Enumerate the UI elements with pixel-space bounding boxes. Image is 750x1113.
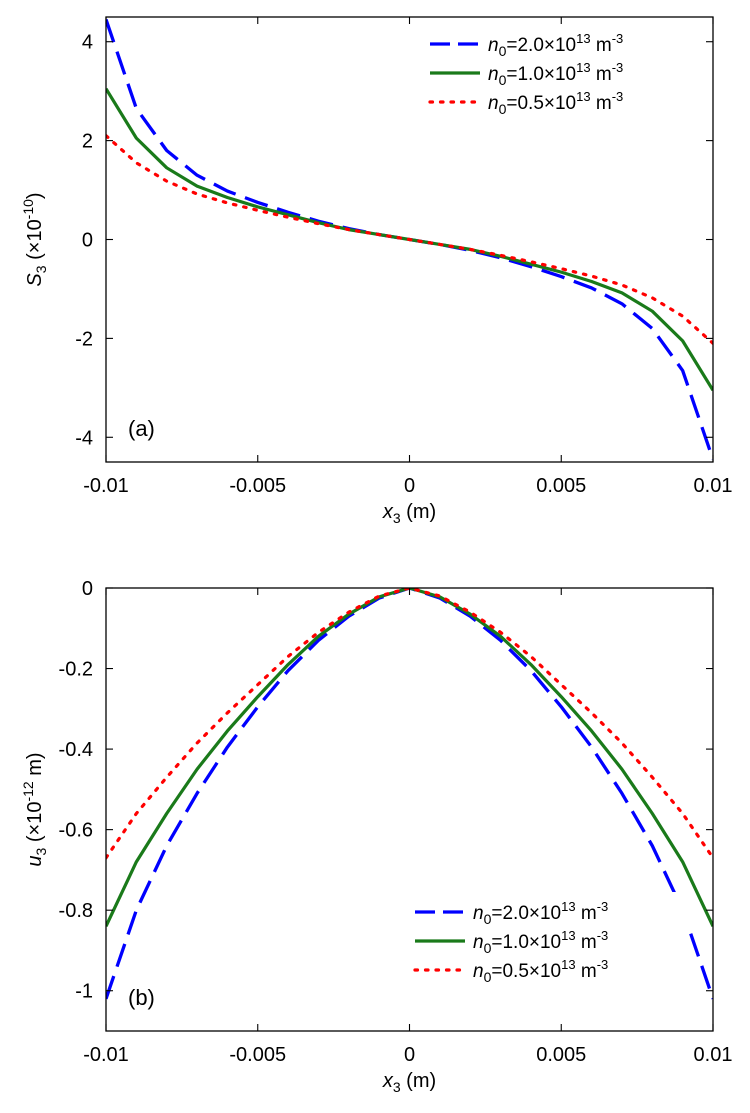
legend: n0=2.0×1013 m-3n0=1.0×1013 m-3n0=0.5×101… <box>424 24 704 119</box>
y-tick-label: -0.8 <box>59 900 93 922</box>
legend-label-1: n0=2.0×1013 m-3 <box>488 31 623 59</box>
y-tick-label: -0.2 <box>59 659 93 681</box>
y-tick-label: 4 <box>82 32 93 54</box>
x-tick-label: -0.01 <box>83 475 129 497</box>
x-tick-label: 0 <box>404 1044 415 1066</box>
chart-panel-a: -0.01 -0.005 0 0.005 0.01 -4 -2 0 2 4 x3 (m) S3 (×1… <box>20 16 733 526</box>
y-tick-label: 0 <box>82 230 93 252</box>
panel-label: (b) <box>128 985 155 1010</box>
legend-label-1: n0=2.0×1013 m-3 <box>473 899 608 927</box>
y-tick-label: -2 <box>75 328 93 350</box>
legend-label-2: n0=1.0×1013 m-3 <box>488 60 623 88</box>
y-tick-label: -4 <box>75 427 93 449</box>
y-tick-label: 0 <box>82 578 93 600</box>
x-tick-label: 0.005 <box>536 475 586 497</box>
x-tick-label: -0.01 <box>83 1044 129 1066</box>
x-tick-label: 0.01 <box>694 1044 733 1066</box>
y-axis-label: S3 (×10-10) <box>20 192 49 286</box>
y-tick-label: 2 <box>82 131 93 153</box>
legend: n0=2.0×1013 m-3n0=1.0×1013 m-3n0=0.5×101… <box>409 892 689 987</box>
x-tick-label: -0.005 <box>229 475 286 497</box>
y-tick-label: -0.6 <box>59 820 93 842</box>
y-tick-label: -1 <box>75 981 93 1003</box>
y-tick-label: -0.4 <box>59 739 93 761</box>
series-line-1 <box>106 588 713 1000</box>
series-line-2 <box>106 588 713 927</box>
x-tick-label: 0.01 <box>694 475 733 497</box>
chart-panel-b: -0.01 -0.005 0 0.005 0.01 -1 -0.8 -0.6 -0.4 -0.2 0… <box>20 578 732 1095</box>
legend-label-3: n0=0.5×1013 m-3 <box>473 957 608 985</box>
panel-label: (a) <box>128 416 155 441</box>
x-axis-label: x3 (m) <box>382 1070 436 1095</box>
x-axis-label: x3 (m) <box>382 501 436 526</box>
y-axis-label: u3 (×10-12 m) <box>20 752 49 866</box>
x-tick-label: 0.005 <box>536 1044 586 1066</box>
legend-label-3: n0=0.5×1013 m-3 <box>488 89 623 117</box>
series-line-3 <box>106 588 713 860</box>
series-line-3 <box>106 134 713 345</box>
x-tick-label: -0.005 <box>229 1044 286 1066</box>
legend-label-2: n0=1.0×1013 m-3 <box>473 928 608 956</box>
x-tick-label: 0 <box>404 475 415 497</box>
